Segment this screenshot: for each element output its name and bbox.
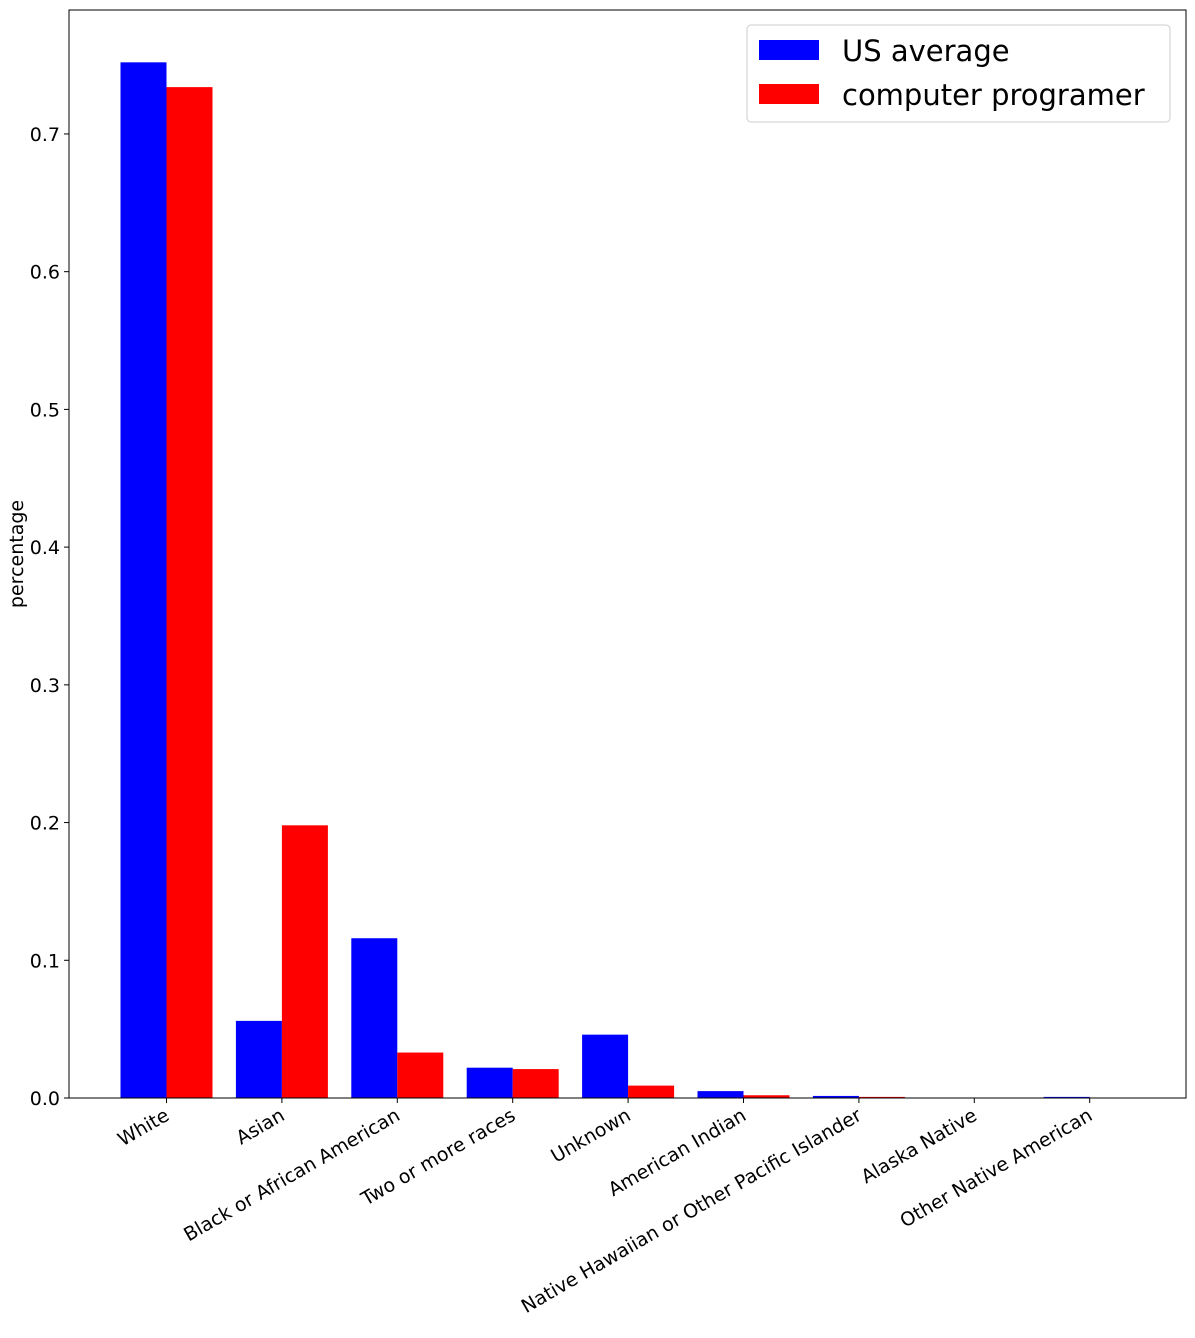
x-tick-label-unknown: Unknown bbox=[547, 1104, 634, 1167]
x-tick-label-white: White bbox=[114, 1104, 173, 1151]
y-axis: 0.0 0.1 0.2 0.3 0.4 0.5 0.6 0.7 bbox=[30, 124, 69, 1110]
y-tick-label-0-3: 0.3 bbox=[30, 675, 60, 697]
legend-swatch-us-average bbox=[759, 40, 819, 60]
y-tick-label-0-0: 0.0 bbox=[30, 1088, 60, 1110]
legend-label-computer-programer: computer programer bbox=[842, 78, 1145, 112]
y-tick-label-0-2: 0.2 bbox=[30, 813, 60, 835]
y-tick-label-0-5: 0.5 bbox=[30, 399, 60, 421]
legend: US average computer programer bbox=[747, 25, 1170, 122]
bar-computer-programer-two-or-more-races bbox=[513, 1069, 559, 1098]
bar-us-average-white bbox=[121, 62, 167, 1098]
y-tick-label-0-6: 0.6 bbox=[30, 262, 60, 284]
y-tick-label-0-7: 0.7 bbox=[30, 124, 60, 146]
bar-us-average-asian bbox=[236, 1021, 282, 1098]
bar-us-average-black-or-african-american bbox=[351, 938, 397, 1098]
bar-computer-programer-black-or-african-american bbox=[397, 1053, 443, 1098]
bar-us-average-american-indian bbox=[698, 1091, 744, 1098]
bar-computer-programer-white bbox=[167, 87, 213, 1098]
x-tick-label-black-or-african-american: Black or African American bbox=[180, 1104, 404, 1246]
bars-layer bbox=[121, 62, 1136, 1098]
legend-label-us-average: US average bbox=[842, 34, 1010, 68]
x-tick-label-other-native-american: Other Native American bbox=[896, 1104, 1096, 1232]
bar-computer-programer-asian bbox=[282, 825, 328, 1098]
x-tick-label-asian: Asian bbox=[232, 1104, 288, 1149]
bar-us-average-two-or-more-races bbox=[467, 1068, 513, 1098]
legend-swatch-computer-programer bbox=[759, 84, 819, 104]
y-axis-label: percentage bbox=[6, 500, 28, 608]
bar-computer-programer-unknown bbox=[628, 1086, 674, 1098]
y-tick-label-0-4: 0.4 bbox=[30, 537, 60, 559]
plot-area-frame bbox=[69, 10, 1186, 1098]
y-tick-label-0-1: 0.1 bbox=[30, 950, 60, 972]
bar-us-average-unknown bbox=[582, 1035, 628, 1098]
